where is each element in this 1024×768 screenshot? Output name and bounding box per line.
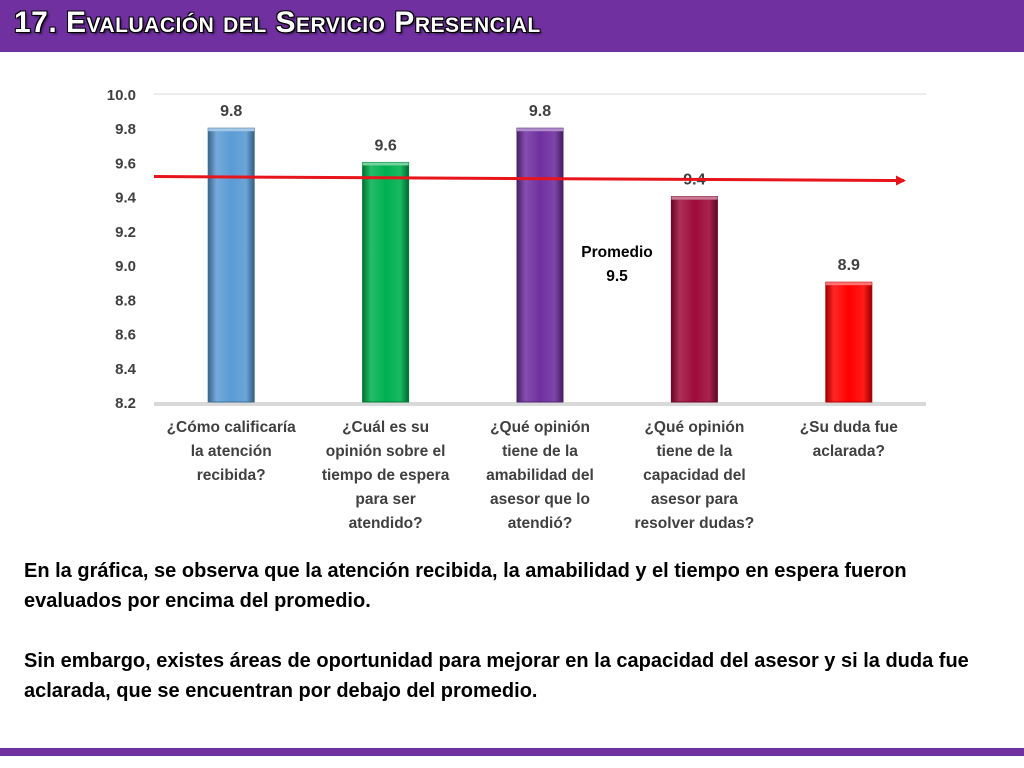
- y-tick-label: 9.8: [115, 121, 136, 138]
- y-tick-label: 8.6: [115, 327, 136, 344]
- category-label: ¿Qué opinión tiene de la capacidad del ases…: [635, 419, 755, 532]
- title-bar: 17. Evaluación del Servicio Presencial: [0, 0, 1024, 52]
- summary-text: En la gráfica, se observa que la atenció…: [24, 556, 1004, 736]
- bar-value-label: 9.8: [529, 103, 551, 120]
- y-tick-label: 10.0: [107, 87, 136, 104]
- chart-area: 10.0 9.8 9.6 9.4 9.2 9.0 8.8 8.6 8.4 8.2 9.8 ¿Cómo …: [0, 60, 1024, 550]
- category-label: ¿Cómo calificaría la atención recibida?: [167, 419, 297, 484]
- bar-value-label: 9.6: [374, 137, 396, 154]
- summary-paragraph-1: En la gráfica, se observa que la atenció…: [24, 560, 907, 612]
- bar-cap: [517, 128, 563, 132]
- bar-value-label: 9.8: [220, 103, 242, 120]
- y-tick-label: 9.6: [115, 155, 136, 172]
- bar: [825, 281, 873, 403]
- bottom-bar: [0, 748, 1024, 756]
- bar-value-label: 8.9: [838, 257, 860, 274]
- bar-cap: [208, 128, 255, 132]
- bar: [207, 127, 255, 403]
- y-tick-label: 8.8: [115, 292, 136, 309]
- average-line: [153, 175, 906, 186]
- bar-chart: 10.0 9.8 9.6 9.4 9.2 9.0 8.8 8.6 8.4 8.2 9.8 ¿Cómo …: [107, 87, 926, 532]
- y-tick-label: 9.4: [115, 190, 137, 207]
- bar: [516, 127, 564, 403]
- y-tick-label: 9.0: [115, 258, 136, 275]
- category-label: ¿Su duda fue aclarada?: [800, 419, 899, 460]
- summary-paragraph-2: Sin embargo, existes áreas de oportunida…: [24, 650, 969, 702]
- category-label: ¿Cuál es su opinión sobre el tiempo de esp…: [322, 419, 450, 532]
- y-tick-label: 9.2: [115, 224, 136, 241]
- y-tick-label: 8.4: [115, 361, 137, 378]
- bar-cap: [825, 282, 872, 286]
- bar-cap: [362, 162, 409, 166]
- bar: [362, 161, 410, 403]
- bar-cap: [671, 196, 718, 200]
- page-title: 17. Evaluación del Servicio Presencial: [14, 6, 541, 39]
- x-axis-floor: [154, 402, 926, 406]
- average-label: Promedio 9.5: [581, 244, 652, 285]
- category-label: ¿Qué opinión tiene de la amabilidad del ase…: [486, 419, 594, 532]
- y-tick-label: 8.2: [115, 395, 136, 412]
- bar: [670, 196, 718, 403]
